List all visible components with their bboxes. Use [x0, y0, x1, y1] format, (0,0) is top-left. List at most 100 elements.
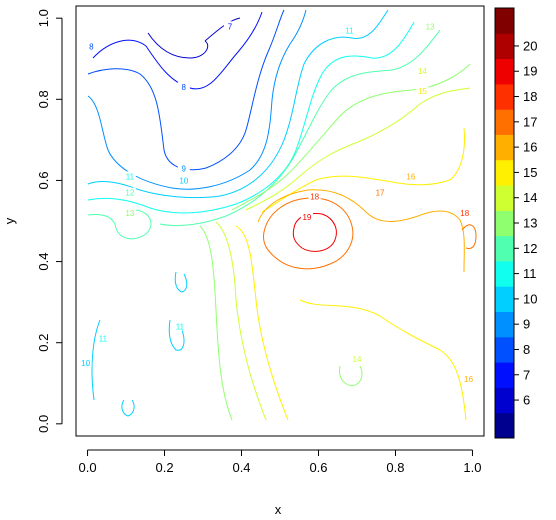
contour-label-bg — [462, 374, 475, 384]
contour-line-14b — [339, 365, 363, 387]
contour-label: 19 — [302, 213, 311, 222]
contour-label-bg — [223, 21, 236, 31]
contour-label: 16 — [464, 375, 473, 384]
contour-label-bg — [343, 25, 356, 35]
contour-label: 8 — [89, 43, 94, 52]
x-tick-label: 0.4 — [232, 460, 250, 475]
contour-line-15 — [215, 87, 471, 421]
contour-line-17 — [257, 189, 465, 273]
colorbar-tick-label: 6 — [523, 393, 530, 408]
y-tick-label: 0.0 — [36, 415, 51, 433]
x-axis: 0.0 0.2 0.4 0.6 0.8 1.0 — [79, 449, 481, 475]
contour-label-bg — [350, 353, 363, 363]
contour-label-bg — [177, 175, 190, 185]
contour-line-14 — [199, 63, 471, 421]
y-axis-title: y — [2, 217, 17, 224]
contour-line-18b — [461, 224, 477, 249]
contour-label-bg — [177, 82, 190, 92]
contour-line-16b — [299, 299, 467, 421]
contour-label-bg — [123, 207, 136, 217]
y-tick-label: 0.2 — [36, 334, 51, 352]
contour-label-bg — [85, 41, 98, 51]
plot-frame — [75, 5, 485, 437]
colorbar-swatch — [495, 286, 514, 313]
contour-label: 11 — [176, 322, 185, 331]
colorbar-swatch — [495, 83, 514, 110]
colorbar-swatch — [495, 311, 514, 338]
contour-line-10 — [87, 9, 307, 190]
colorbar-tick-label: 8 — [523, 342, 530, 357]
x-tick-label: 1.0 — [463, 460, 481, 475]
contour-label-bg — [404, 171, 417, 181]
contour-label: 11 — [99, 335, 108, 344]
colorbar-swatch — [495, 185, 514, 211]
contour-line-11b — [91, 271, 188, 417]
colorbar-tick-label: 12 — [523, 241, 537, 256]
contour-label: 13 — [125, 209, 134, 218]
contour-label-bg — [416, 65, 429, 75]
colorbar-swatch — [495, 33, 514, 60]
contour-label-bg — [79, 357, 92, 367]
contour-label: 13 — [426, 22, 435, 31]
colorbar-tick-label: 19 — [523, 64, 537, 79]
colorbar-tick-label: 7 — [523, 367, 530, 382]
colorbar-swatch — [495, 387, 514, 414]
contour-label: 18 — [460, 209, 469, 218]
contour-label: 11 — [345, 26, 354, 35]
colorbar-tick-label: 17 — [523, 114, 537, 129]
y-tick-label: 1.0 — [36, 9, 51, 27]
colorbar-swatch — [495, 412, 514, 439]
contour-line-8 — [92, 11, 263, 90]
colorbar-tick-label: 13 — [523, 216, 537, 231]
y-tick-label: 0.6 — [36, 171, 51, 189]
contour-label-bg — [177, 163, 190, 173]
contour-label-bg — [173, 321, 186, 331]
contour-label-bg — [416, 86, 429, 96]
contour-label: 14 — [353, 355, 362, 364]
x-tick-label: 0.8 — [386, 460, 404, 475]
colorbar-tick-label: 18 — [523, 89, 537, 104]
contour-label-bg — [123, 187, 136, 197]
x-tick-label: 0.6 — [309, 460, 327, 475]
contour-label: 12 — [125, 189, 134, 198]
x-tick-label: 0.0 — [79, 460, 97, 475]
colorbar-swatch — [495, 260, 514, 287]
contour-label-bg — [308, 191, 321, 201]
colorbar-swatch — [495, 362, 514, 388]
colorbar-tick-label: 15 — [523, 165, 537, 180]
contour-label-bg — [424, 21, 437, 31]
colorbar-swatch — [495, 8, 514, 34]
contour-label-bg — [300, 211, 313, 221]
contour-label-bg — [96, 333, 109, 343]
colorbar-swatch — [495, 58, 514, 85]
contour-line-11 — [87, 9, 389, 199]
colorbar-swatch — [495, 336, 514, 363]
y-tick-label: 0.8 — [36, 90, 51, 108]
contour-lines — [87, 9, 477, 421]
colorbar-tick-label: 16 — [523, 140, 537, 155]
contour-label: 10 — [179, 176, 188, 185]
contour-line-16 — [235, 127, 465, 421]
colorbar-swatch — [495, 210, 514, 237]
contour-label: 7 — [228, 22, 233, 31]
contour-label: 16 — [406, 172, 415, 181]
contour-label-bg — [458, 207, 471, 217]
colorbar-swatch — [495, 159, 514, 186]
contour-line-9 — [87, 9, 285, 171]
contour-line-18 — [263, 197, 354, 270]
contour-label: 8 — [182, 83, 187, 92]
contour-line-13 — [87, 29, 441, 240]
contour-label-bg — [123, 171, 136, 181]
contour-label: 18 — [310, 193, 319, 202]
contour-labels: 7 8 8 9 10 10 11 11 11 11 12 13 13 14 14 15 16 16 17 18 18 19 — [79, 21, 475, 384]
colorbar-tick-label: 9 — [523, 317, 530, 332]
contour-label: 15 — [418, 87, 427, 96]
contour-label: 11 — [126, 172, 135, 181]
colorbar-tick-label: 10 — [523, 291, 537, 306]
x-tick-label: 0.2 — [155, 460, 173, 475]
colorbar-tick-label: 11 — [523, 266, 537, 281]
contour-line-12 — [87, 21, 415, 214]
contour-label: 9 — [182, 164, 187, 173]
contour-label: 14 — [418, 67, 427, 76]
